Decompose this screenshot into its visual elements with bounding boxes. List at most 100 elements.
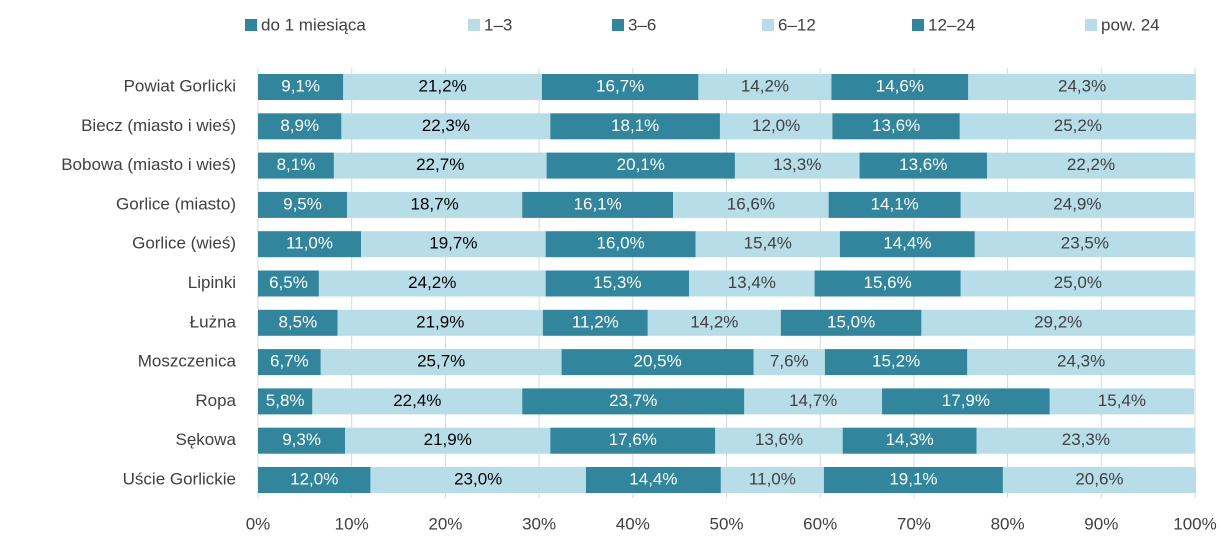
value-label: 15,0% [827,312,875,331]
value-label: 19,1% [889,469,937,488]
value-label: 25,7% [417,352,465,371]
bar-segment [882,388,1050,415]
value-label: 12,0% [290,469,338,488]
x-tick-label: 80% [991,514,1025,533]
bar-segment [968,74,1196,100]
value-label: 22,4% [393,391,441,410]
bar-segment [960,191,1195,218]
bar-segment [550,427,716,454]
bar-segment [258,113,342,140]
category-label: Łużna [190,312,237,331]
bar-segment [545,270,690,297]
value-label: 20,6% [1075,469,1123,488]
value-label: 20,1% [617,155,665,174]
bar-segment [673,191,829,218]
bar-segment [370,467,586,493]
value-label: 14,3% [886,430,934,449]
value-label: 20,5% [634,352,682,371]
bar-segment [258,231,362,258]
legend-swatch [468,19,480,31]
value-label: 16,6% [727,194,775,213]
value-label: 15,2% [872,352,920,371]
value-label: 22,7% [416,155,464,174]
value-label: 9,5% [283,194,322,213]
legend-swatch [245,19,257,31]
value-label: 16,0% [597,234,645,253]
bar-segment [832,113,960,140]
value-label: 24,9% [1053,194,1101,213]
legend-label: do 1 miesiąca [261,15,366,34]
value-label: 21,9% [424,430,472,449]
bar-segment [715,427,843,454]
x-tick-label: 10% [335,514,369,533]
value-label: 8,9% [280,116,319,135]
category-label: Moszczenica [138,352,237,371]
value-label: 25,2% [1054,116,1102,135]
x-tick-label: 40% [616,514,650,533]
bar-segment [921,309,1195,336]
value-label: 14,2% [690,312,738,331]
bar-segment [974,231,1195,258]
bar-segment [720,467,824,493]
category-label: Sękowa [176,430,237,449]
category-label: Bobowa (miasto i wieś) [61,155,236,174]
value-label: 13,6% [872,116,920,135]
x-tick-label: 30% [522,514,556,533]
value-label: 24,3% [1058,76,1106,95]
bar-segment [341,113,551,140]
bar-segment [258,467,371,493]
value-label: 17,6% [609,430,657,449]
x-tick-label: 90% [1084,514,1118,533]
x-tick-label: 70% [897,514,931,533]
bar-segment [318,270,546,297]
bar-segment [550,113,720,140]
bar-segment [333,152,547,179]
value-label: 23,3% [1062,430,1110,449]
value-label: 15,3% [593,273,641,292]
value-label: 18,1% [611,116,659,135]
bar-segment [337,309,543,336]
value-label: 14,7% [789,391,837,410]
bar-segment [258,191,348,218]
bar-segment [695,231,840,258]
value-label: 11,0% [749,469,796,488]
value-label: 7,6% [770,352,809,371]
bar-segment [546,152,735,179]
value-label: 8,5% [278,312,317,331]
bar-segment [258,152,334,179]
value-label: 21,2% [418,76,466,95]
x-tick-label: 0% [246,514,271,533]
bar-segment [744,388,883,415]
bar-segment [258,309,338,336]
value-label: 21,9% [416,312,464,331]
bar-segment [522,388,745,415]
legend-swatch [762,19,774,31]
value-label: 9,3% [282,430,321,449]
bar-segment [823,467,1003,493]
category-label: Ropa [195,391,236,410]
legend-label: pow. 24 [1101,15,1160,34]
value-label: 13,3% [773,155,821,174]
bar-segment [967,349,1195,376]
bar-segment [345,427,551,454]
bar-segment [347,191,523,218]
category-label: Uście Gorlickie [123,469,236,488]
value-label: 16,1% [574,194,622,213]
value-label: 14,4% [629,469,677,488]
bar-segment [839,231,975,258]
value-label: 15,4% [1098,391,1146,410]
x-tick-label: 20% [428,514,462,533]
bar-segment [258,74,344,100]
value-label: 11,2% [572,312,619,331]
value-label: 14,4% [883,234,931,253]
bar-segment [542,309,648,336]
value-label: 18,7% [411,194,459,213]
x-tick-label: 100% [1173,514,1216,533]
bar-segment [828,191,961,218]
value-label: 23,0% [454,469,502,488]
bar-segment [842,427,977,454]
value-label: 6,5% [269,273,308,292]
category-label: Gorlice (miasto) [116,194,236,213]
value-label: 13,6% [899,155,947,174]
